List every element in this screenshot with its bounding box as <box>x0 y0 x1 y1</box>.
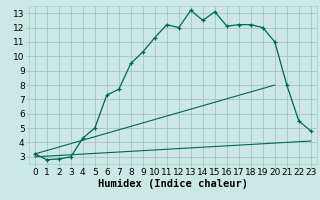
X-axis label: Humidex (Indice chaleur): Humidex (Indice chaleur) <box>98 179 248 189</box>
